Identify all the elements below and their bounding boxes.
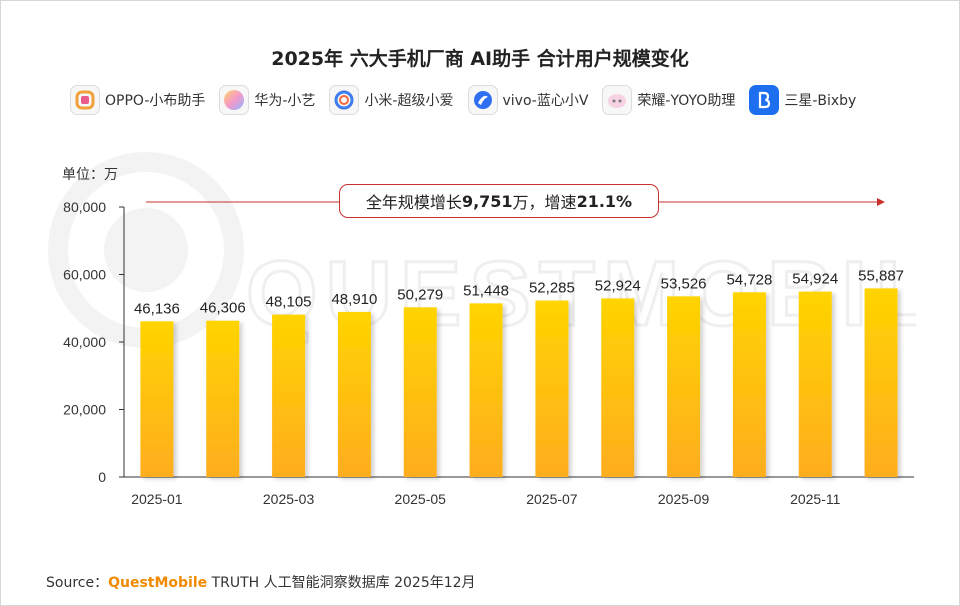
callout-prefix: 全年规模增长	[365, 193, 462, 212]
growth-callout: 全年规模增长 9,751 万，增速 21.1%	[339, 184, 659, 218]
bar-value-label: 53,526	[661, 275, 707, 292]
legend-label: OPPO-小布助手	[105, 93, 206, 109]
oppo-xiaobu-app-icon	[70, 85, 100, 115]
legend-label: 三星-Bixby	[784, 93, 857, 109]
legend-item-honor: 荣耀-YOYO助理	[602, 85, 735, 115]
bar-value-label: 46,136	[134, 300, 180, 317]
y-tick-label: 40,000	[63, 334, 106, 350]
bar-value-label: 55,887	[858, 267, 904, 284]
huawei-xiaoyi-app-icon	[219, 85, 250, 115]
bar-value-label: 54,924	[792, 271, 838, 288]
honor-yoyo-app-icon	[602, 85, 633, 115]
legend-label: 荣耀-YOYO助理	[637, 93, 736, 109]
x-tick-label: 2025-11	[790, 491, 841, 507]
vivo-lanxin-app-icon	[467, 85, 498, 115]
bar	[601, 298, 635, 477]
xiaomi-xiaoai-app-icon	[329, 85, 360, 115]
bar	[667, 296, 701, 477]
bar	[798, 291, 832, 477]
callout-growth-value: 9,751	[461, 191, 513, 211]
legend-item-xiaomi: 小米-超级小爱	[329, 85, 454, 115]
legend-item-oppo: OPPO-小布助手	[70, 85, 205, 115]
bar	[403, 307, 437, 477]
bar-value-label: 48,105	[266, 294, 312, 311]
legend-label: 小米-超级小爱	[364, 93, 454, 109]
legend-item-vivo: vivo-蓝心小V	[467, 85, 589, 115]
source-note: Source：QuestMobile TRUTH 人工智能洞察数据库 2025年…	[46, 572, 476, 592]
y-tick-label: 60,000	[63, 267, 106, 283]
bar-value-label: 52,285	[529, 280, 575, 297]
bar-value-label: 46,306	[200, 300, 246, 317]
bar-value-label: 50,279	[397, 286, 443, 303]
x-tick-label: 2025-07	[526, 491, 578, 507]
bar	[732, 292, 766, 477]
callout-middle: 万，增速	[512, 193, 577, 212]
legend: OPPO-小布助手 华为-小艺 小米-超级小爱 vivo-蓝心小V 荣耀-YOY…	[70, 84, 870, 116]
x-tick-label: 2025-05	[395, 491, 447, 507]
x-tick-label: 2025-09	[658, 491, 710, 507]
bar	[206, 320, 240, 477]
y-tick-label: 0	[98, 469, 106, 485]
source-prefix: Source：	[46, 575, 109, 591]
bar	[140, 321, 174, 477]
chart-title: 2025年 六大手机厂商 AI助手 合计用户规模变化	[271, 48, 689, 70]
legend-item-huawei: 华为-小艺	[219, 85, 315, 115]
bar	[864, 288, 898, 477]
x-tick-label: 2025-03	[263, 491, 315, 507]
bar-value-label: 48,910	[331, 291, 377, 308]
bar-value-label: 51,448	[463, 282, 509, 299]
samsung-bixby-app-icon	[749, 85, 780, 115]
bar-value-label: 52,924	[595, 277, 641, 294]
bar	[337, 311, 371, 477]
bar	[469, 303, 503, 477]
legend-label: vivo-蓝心小V	[502, 93, 589, 109]
unit-label: 单位：万	[62, 167, 118, 183]
y-tick-label: 80,000	[63, 199, 106, 215]
bar	[535, 300, 569, 477]
x-tick-label: 2025-01	[131, 491, 183, 507]
legend-label: 华为-小艺	[254, 93, 316, 109]
callout-growth-rate: 21.1%	[576, 191, 633, 211]
source-brand: QuestMobile	[108, 575, 208, 591]
bar	[272, 314, 306, 477]
legend-item-samsung: 三星-Bixby	[749, 85, 856, 115]
source-suffix: TRUTH 人工智能洞察数据库 2025年12月	[207, 575, 476, 591]
bar-value-label: 54,728	[726, 271, 772, 288]
y-tick-label: 20,000	[63, 402, 106, 418]
